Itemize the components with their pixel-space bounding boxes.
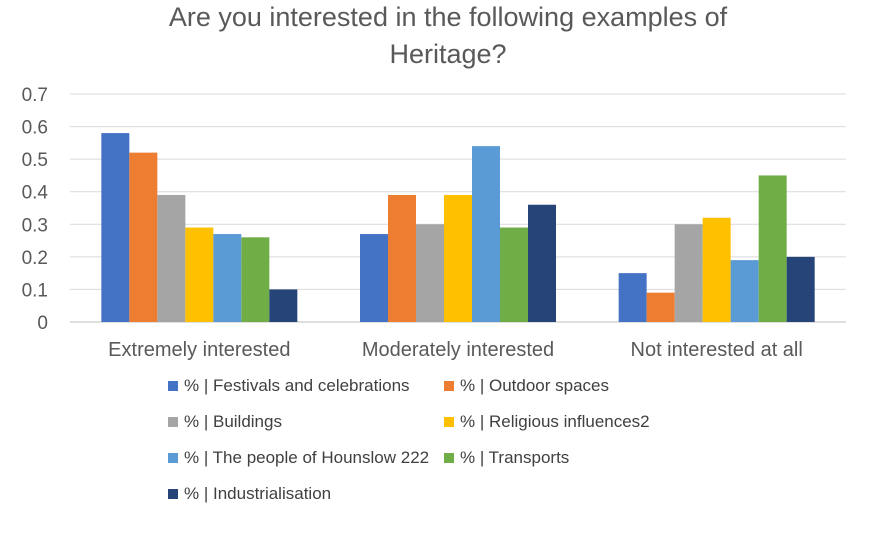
y-tick-label: 0.7 (22, 85, 48, 106)
x-category-label: Not interested at all (631, 339, 803, 361)
y-tick-label: 0.6 (22, 118, 48, 139)
legend-item: % | Festivals and celebrations (168, 376, 410, 396)
y-tick-label: 0.2 (22, 248, 48, 269)
legend-item: % | Transports (444, 448, 569, 468)
bar (129, 152, 158, 322)
bar (618, 273, 647, 322)
legend-label: % | Industrialisation (184, 484, 332, 503)
bar (528, 204, 556, 322)
chart-title-line-2: Heritage? (389, 39, 506, 69)
bar (786, 256, 815, 322)
y-tick-label: 0.4 (22, 183, 49, 204)
legend-item: % | Industrialisation (168, 484, 331, 504)
legend-swatch (444, 417, 454, 427)
bars (101, 133, 815, 322)
bar (472, 146, 500, 322)
bar (444, 194, 472, 322)
bar (646, 292, 675, 322)
bar (416, 224, 444, 322)
legend-label: % | The people of Hounslow 222 (184, 448, 430, 467)
bar (730, 260, 759, 322)
legend-label: % | Buildings (184, 412, 282, 431)
y-axis-ticks: 0 0.1 0.2 0.3 0.4 0.5 0.6 0.7 (22, 85, 49, 334)
y-tick-label: 0.5 (22, 150, 48, 171)
x-axis-categories: Extremely interested Moderately intereste… (108, 339, 803, 361)
bar (360, 234, 388, 322)
y-tick-label: 0 (37, 313, 48, 334)
legend-label: % | Festivals and celebrations (184, 376, 410, 395)
legend-label: % | Religious influences2 (460, 412, 650, 431)
x-category-label: Moderately interested (362, 339, 554, 361)
legend-swatch (444, 381, 454, 391)
chart-title-line-1: Are you interested in the following exam… (169, 2, 728, 32)
y-tick-label: 0.3 (22, 215, 48, 236)
legend-swatch (168, 417, 178, 427)
legend-swatch (168, 453, 178, 463)
bar (674, 224, 703, 322)
legend-label: % | Transports (460, 448, 570, 467)
legend-item: % | Religious influences2 (444, 412, 650, 432)
bar (241, 237, 270, 322)
y-tick-label: 0.1 (22, 280, 48, 301)
legend-item: % | The people of Hounslow 222 (168, 448, 429, 468)
bar (213, 234, 242, 322)
legend-swatch (168, 381, 178, 391)
bar (702, 217, 731, 322)
x-category-label: Extremely interested (108, 339, 290, 361)
bar (388, 194, 416, 322)
bar (185, 227, 214, 322)
legend-item: % | Buildings (168, 412, 282, 432)
legend-swatch (168, 489, 178, 499)
bar (101, 133, 130, 322)
legend-item: % | Outdoor spaces (444, 376, 609, 396)
bar (500, 227, 528, 322)
legend-label: % | Outdoor spaces (460, 376, 609, 395)
bar (269, 289, 298, 322)
bar (758, 175, 787, 322)
legend-swatch (444, 453, 454, 463)
bar (157, 194, 186, 322)
